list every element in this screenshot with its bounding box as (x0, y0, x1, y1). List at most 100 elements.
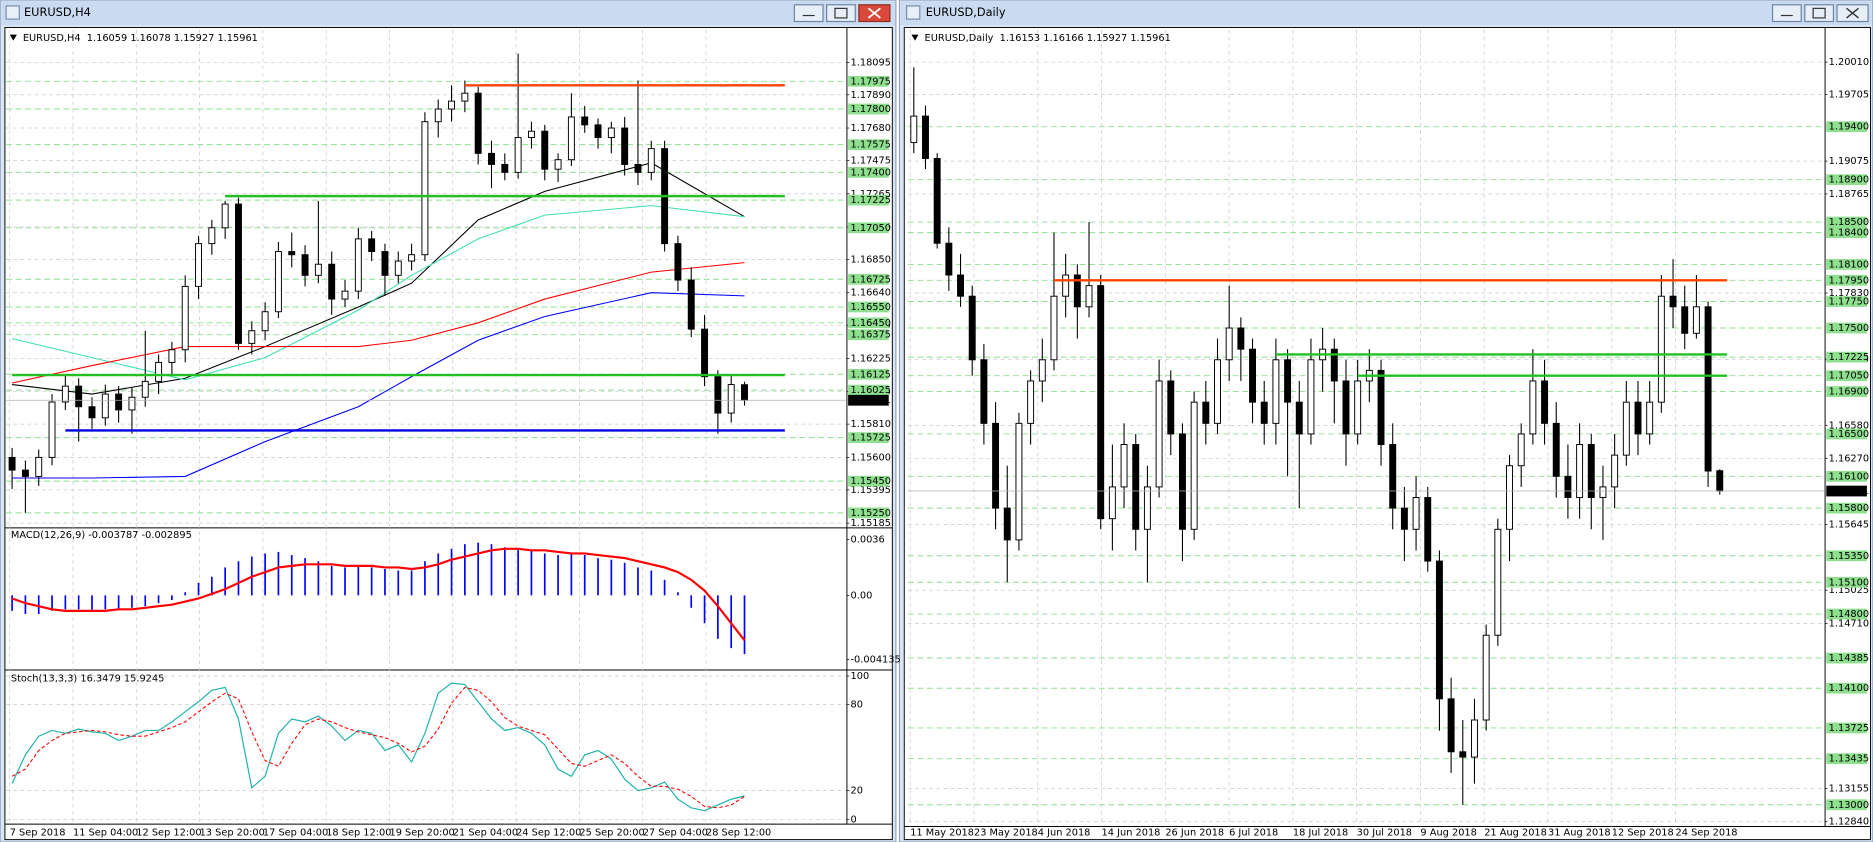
candle-body (1260, 401, 1268, 424)
x-tick-label: 25 Sep 20:00 (579, 827, 644, 838)
level-label-box (1826, 322, 1867, 334)
macd-signal (11, 547, 746, 641)
candle-body (394, 260, 402, 276)
candle-body (1552, 422, 1560, 477)
candle-body (328, 263, 336, 300)
level-label-box (1826, 227, 1867, 239)
level-label: 1.16550 (851, 302, 891, 313)
candle-body (1447, 698, 1455, 753)
level-label-box (848, 384, 889, 396)
current-price-label: 1.15961 (851, 395, 891, 406)
level-label: 1.17225 (851, 195, 891, 206)
candle-body (248, 330, 256, 344)
minimize-button[interactable] (1771, 4, 1802, 23)
y-tick-label: 1.16580 (1829, 420, 1869, 431)
y-tick-label: 0.0036 (851, 534, 885, 545)
window-icon (5, 5, 20, 20)
candle-body (1178, 433, 1186, 530)
candle-body (1132, 444, 1140, 530)
indicator-label: MACD(12,26,9) -0.003787 -0.002895 (11, 530, 192, 541)
level-label-box (848, 222, 889, 234)
candle-body (8, 456, 16, 471)
candle-body (1073, 274, 1081, 308)
candle-body (607, 127, 615, 139)
candle-body (1599, 486, 1607, 498)
candle-body (314, 263, 322, 276)
level-label: 1.13435 (1829, 754, 1869, 765)
candle-body (434, 108, 442, 123)
level-label-box (848, 103, 889, 115)
candle-body (1249, 348, 1257, 403)
level-label: 1.17750 (1829, 297, 1869, 308)
x-tick-label: 12 Sep 12:00 (136, 827, 201, 838)
candle-body (1541, 380, 1549, 424)
y-tick-label: -0.004135 (851, 655, 901, 666)
y-tick-label: 1.12840 (1829, 817, 1869, 828)
x-tick-label: 21 Sep 04:00 (453, 827, 518, 838)
candle-body (1435, 560, 1443, 700)
level-label-box (848, 329, 889, 341)
y-tick-label: 1.18095 (851, 57, 891, 68)
candle-body (1587, 444, 1595, 498)
candle-body (1015, 422, 1023, 541)
y-tick-label: 0 (851, 814, 857, 825)
candle-body (75, 385, 83, 408)
level-label-box (1826, 259, 1867, 270)
candle-body (1342, 380, 1350, 435)
window-title: EURUSD,H4 (24, 5, 91, 19)
y-tick-label: 1.20010 (1829, 57, 1869, 68)
window-icon (906, 5, 921, 20)
chart-area (4, 26, 893, 841)
level-label-box (1826, 502, 1867, 514)
candle-body (341, 290, 349, 300)
candle-body (21, 469, 29, 477)
level-label-box (848, 139, 889, 151)
candle-body (968, 295, 976, 361)
maximize-glyph (1812, 7, 1826, 19)
x-tick-label: 30 Jul 2018 (1357, 827, 1412, 838)
level-label-box (1826, 753, 1867, 765)
candle-body (1657, 295, 1665, 403)
candle-body (155, 361, 163, 382)
candle-body (1214, 359, 1221, 424)
y-tick-label: 1.15810 (851, 419, 891, 430)
level-label-box (1826, 722, 1867, 734)
x-tick-label: 14 Jun 2018 (1102, 827, 1161, 838)
y-tick-label: 1.16225 (851, 353, 891, 364)
level-label-box (848, 432, 889, 443)
chart-header: EURUSD,H4 1.16059 1.16078 1.15927 1.1596… (23, 33, 258, 44)
candle-body (1155, 380, 1163, 488)
candle-body (922, 115, 929, 159)
maximize-button[interactable] (826, 4, 856, 23)
candle-body (274, 251, 282, 313)
level-label-box (848, 475, 889, 487)
level-label: 1.17575 (851, 140, 891, 151)
level-label: 1.17800 (851, 104, 891, 115)
level-label-box (1826, 550, 1867, 562)
maximize-button[interactable] (1804, 4, 1835, 23)
x-tick-label: 17 Sep 04:00 (263, 827, 328, 838)
minimize-button[interactable] (793, 4, 824, 23)
y-tick-label: 1.15025 (1829, 585, 1869, 596)
level-label: 1.17225 (1829, 352, 1869, 363)
level-label-box (848, 273, 889, 285)
y-tick-label: 1.17265 (851, 189, 891, 200)
title-bar (1, 1, 895, 26)
x-tick-label: 9 Aug 2018 (1420, 827, 1476, 838)
level-label: 1.15250 (851, 508, 891, 519)
x-tick-label: 27 Sep 04:00 (643, 827, 708, 838)
y-tick-label: 0.00 (851, 590, 873, 601)
candle-body (1517, 433, 1525, 467)
level-label: 1.16725 (851, 274, 891, 285)
level-label-box (1826, 682, 1867, 694)
x-tick-label: 24 Sep 12:00 (516, 827, 581, 838)
x-tick-label: 28 Sep 12:00 (706, 827, 771, 838)
level-label: 1.17500 (1829, 323, 1869, 334)
candle-body (474, 92, 482, 154)
level-label-box (1826, 799, 1867, 811)
candle-body (1412, 497, 1420, 530)
y-tick-label: 20 (851, 786, 863, 797)
candle-body (541, 130, 549, 170)
candle-body (235, 203, 242, 344)
level-label: 1.14800 (1829, 609, 1869, 620)
